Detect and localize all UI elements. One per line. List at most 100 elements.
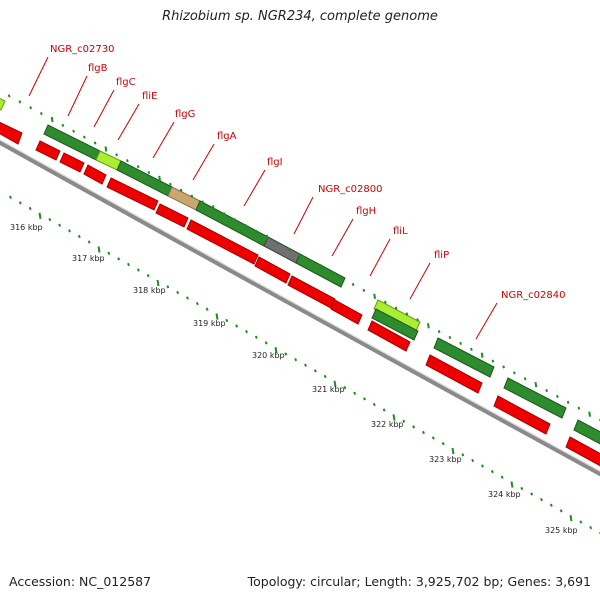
inner-tick-ring (9, 195, 600, 535)
reverse-gene[interactable] (35, 140, 61, 161)
outer-tick (534, 381, 538, 388)
outer-tick (40, 112, 43, 116)
outer-tick (72, 129, 75, 133)
reverse-gene[interactable] (0, 120, 23, 145)
inner-tick (481, 464, 484, 468)
outer-tick (362, 288, 366, 292)
gene-leader-line (293, 196, 314, 235)
outer-tick (212, 205, 215, 211)
outer-tick (29, 106, 32, 110)
inner-tick (205, 307, 209, 311)
gene-leader-line (117, 103, 140, 141)
inner-tick (510, 481, 514, 488)
outer-tick (126, 159, 129, 163)
outer-tick (523, 377, 527, 381)
inner-tick (127, 262, 130, 267)
gene-label[interactable]: flgB (88, 63, 108, 74)
outer-tick (502, 365, 505, 369)
inner-tick (490, 470, 494, 474)
kbp-label: 317 kbp (72, 254, 105, 263)
inner-tick (117, 257, 121, 261)
forward-gene[interactable] (295, 253, 346, 288)
inner-tick (520, 486, 524, 491)
gene-label[interactable]: flgI (267, 157, 283, 168)
inner-tick (176, 290, 180, 295)
reverse-gene[interactable] (106, 177, 159, 211)
inner-tick (431, 436, 435, 440)
reverse-gene[interactable] (83, 164, 107, 185)
gene-label[interactable]: flgH (356, 206, 376, 217)
accession-text: Accession: NC_012587 (9, 574, 152, 589)
inner-tick (77, 234, 81, 239)
outer-tick (448, 335, 452, 340)
reverse-gene[interactable] (493, 395, 551, 435)
gene-label[interactable]: NGR_c02800 (318, 184, 383, 195)
inner-tick (353, 391, 357, 395)
inner-tick (294, 358, 298, 362)
reverse-gene[interactable] (367, 320, 411, 352)
forward-gene[interactable] (0, 96, 6, 111)
reverse-gene[interactable] (254, 256, 291, 284)
inner-tick (215, 313, 219, 320)
reverse-gene[interactable] (59, 152, 85, 173)
outer-tick (222, 212, 226, 216)
forward-gene[interactable] (573, 419, 600, 447)
gene-leader-line (67, 75, 88, 117)
inner-tick (500, 475, 504, 479)
reverse-gene[interactable] (330, 299, 363, 325)
gene-label[interactable]: fliP (434, 250, 449, 261)
inner-tick (451, 447, 455, 455)
forward-gene[interactable] (371, 308, 419, 341)
outer-tick (341, 277, 344, 281)
kbp-label: 320 kbp (252, 351, 285, 360)
gene-label[interactable]: fliL (393, 226, 408, 237)
outer-tick (93, 141, 97, 145)
outer-tick (566, 400, 570, 404)
inner-tick (461, 453, 465, 457)
outer-tick (136, 165, 140, 169)
forward-gene[interactable] (433, 337, 495, 378)
inner-tick (235, 324, 239, 328)
outer-tick (7, 94, 11, 98)
outer-tick (255, 229, 258, 233)
inner-tick (254, 335, 258, 339)
inner-tick (68, 229, 71, 233)
forward-gene[interactable] (167, 186, 201, 211)
outer-tick (437, 330, 441, 334)
inner-tick (107, 251, 111, 255)
reverse-gene[interactable] (425, 354, 483, 394)
outer-tick (18, 100, 22, 104)
inner-tick (549, 503, 553, 507)
gene-label[interactable]: flgC (116, 77, 136, 88)
inner-tick (274, 347, 278, 354)
inner-tick (146, 274, 150, 278)
gene-label[interactable]: fliE (142, 91, 157, 102)
inner-tick (343, 386, 347, 390)
outer-tick (373, 293, 376, 299)
gene-label[interactable]: flgA (217, 131, 237, 142)
gene-leader-line (369, 238, 391, 277)
gene-label[interactable]: flgG (175, 109, 195, 120)
forward-gene[interactable] (263, 236, 301, 264)
forward-gene[interactable] (503, 377, 567, 419)
inner-tick (471, 458, 475, 463)
reverse-gene[interactable] (155, 203, 189, 228)
inner-tick (48, 218, 52, 222)
inner-tick (579, 520, 583, 524)
outer-tick (265, 234, 269, 240)
reverse-gene[interactable] (186, 219, 259, 265)
inner-tick (412, 425, 416, 429)
outer-tick (319, 264, 323, 270)
gene-leader-line (192, 143, 215, 181)
outer-tick (83, 135, 86, 139)
outer-tick (545, 388, 548, 393)
gene-label[interactable]: NGR_c02730 (50, 44, 115, 55)
outer-tick (298, 253, 301, 257)
outer-tick (179, 188, 183, 192)
outer-tick (459, 341, 462, 345)
outer-tick (416, 318, 419, 322)
outer-tick (147, 170, 151, 175)
gene-label[interactable]: NGR_c02840 (501, 290, 566, 301)
reverse-gene[interactable] (565, 436, 600, 469)
